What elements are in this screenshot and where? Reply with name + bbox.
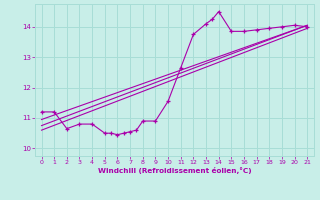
X-axis label: Windchill (Refroidissement éolien,°C): Windchill (Refroidissement éolien,°C) <box>98 167 251 174</box>
